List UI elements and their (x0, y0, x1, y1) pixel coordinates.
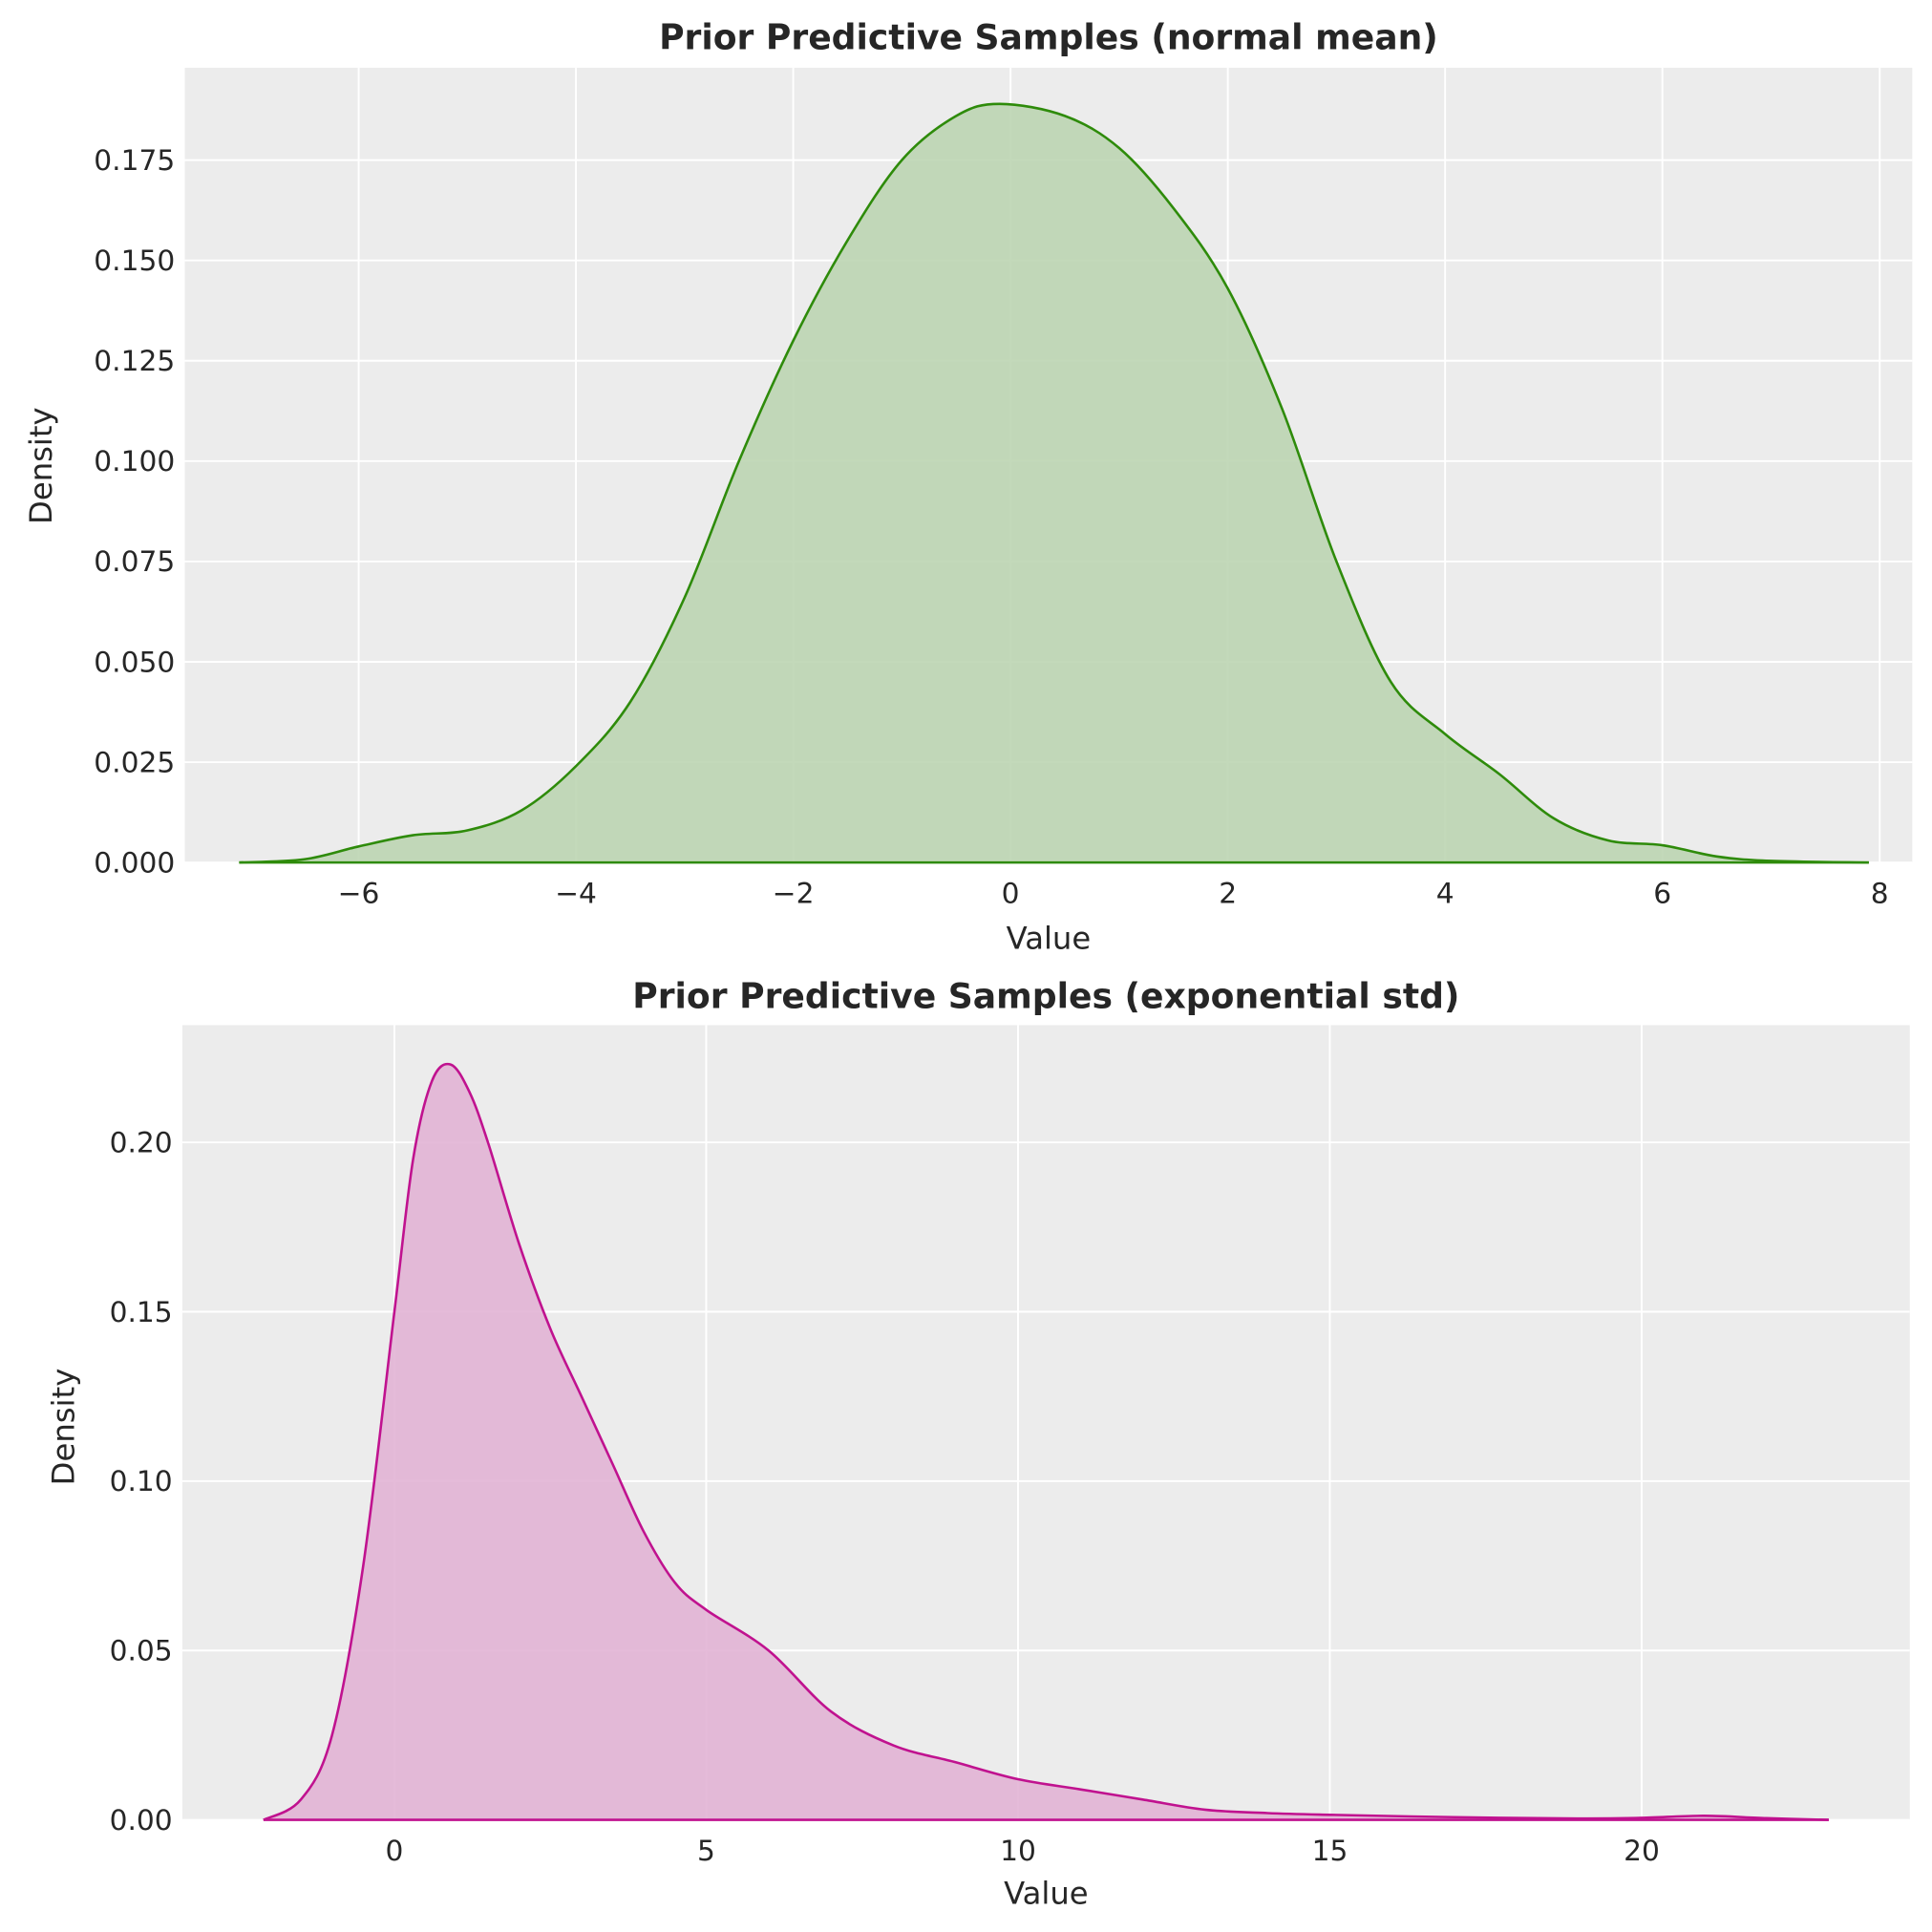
y-tick-label: 0.175 (94, 143, 175, 177)
plot-area (184, 67, 1913, 864)
y-tick-label: 0.000 (94, 845, 175, 879)
x-tick-label: 6 (1653, 877, 1671, 910)
chart-title: Prior Predictive Samples (exponential st… (632, 975, 1459, 1016)
x-tick-label: 0 (386, 1834, 404, 1867)
density-fill (263, 1064, 1829, 1820)
y-tick-label: 0.050 (94, 645, 175, 678)
x-tick-label: 20 (1624, 1834, 1660, 1867)
y-axis-label: Density (45, 1369, 81, 1486)
x-tick-label: 5 (697, 1834, 715, 1867)
x-tick-label: 2 (1219, 877, 1237, 910)
chart-title: Prior Predictive Samples (normal mean) (659, 17, 1438, 58)
y-tick-label: 0.20 (110, 1125, 173, 1158)
y-tick-label: 0.00 (110, 1803, 173, 1836)
plot-area (181, 1025, 1910, 1821)
density-fill (239, 103, 1869, 863)
y-tick-label: 0.125 (94, 344, 175, 377)
x-tick-label: −6 (338, 877, 380, 910)
y-tick-label: 0.150 (94, 244, 175, 277)
x-axis-label: Value (1007, 920, 1092, 956)
x-tick-label: 0 (1002, 877, 1020, 910)
x-tick-label: 8 (1871, 877, 1889, 910)
axes-exponential-std: Prior Predictive Samples (exponential st… (45, 975, 1910, 1911)
x-tick-label: 15 (1312, 1834, 1348, 1867)
x-tick-label: 10 (1000, 1834, 1036, 1867)
density-line (263, 1062, 1829, 1821)
y-tick-label: 0.100 (94, 444, 175, 478)
y-tick-label: 0.10 (110, 1464, 173, 1497)
x-tick-label: −4 (555, 877, 597, 910)
y-tick-label: 0.025 (94, 745, 175, 778)
y-tick-label: 0.05 (110, 1634, 173, 1667)
y-axis-label: Density (23, 407, 59, 524)
axes-normal-mean: Prior Predictive Samples (normal mean) V… (23, 17, 1913, 956)
x-tick-label: 4 (1436, 877, 1454, 910)
y-tick-label: 0.075 (94, 544, 175, 578)
density-line (239, 102, 1869, 864)
x-tick-label: −2 (773, 877, 815, 910)
y-tick-label: 0.15 (110, 1295, 173, 1328)
x-axis-label: Value (1004, 1875, 1089, 1911)
